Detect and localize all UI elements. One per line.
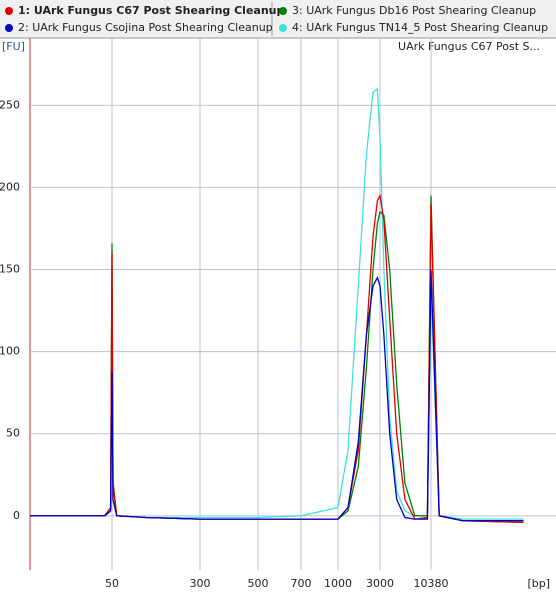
legend-marker bbox=[279, 7, 287, 15]
x-axis-label: [bp] bbox=[527, 577, 550, 590]
y-axis-label: [FU] bbox=[2, 40, 25, 53]
y-tick-label: 0 bbox=[13, 509, 20, 522]
series-line bbox=[30, 269, 524, 522]
x-tick-label: 700 bbox=[291, 577, 312, 590]
legend-marker bbox=[279, 24, 287, 32]
legend-background bbox=[0, 0, 556, 38]
chart-title: UArk Fungus C67 Post S... bbox=[398, 40, 540, 53]
legend-entry: 4: UArk Fungus TN14_5 Post Shearing Clea… bbox=[292, 21, 548, 34]
legend-entry: 2: UArk Fungus Csojina Post Shearing Cle… bbox=[18, 21, 273, 34]
series-line bbox=[30, 195, 524, 524]
legend-entry: 3: UArk Fungus Db16 Post Shearing Cleanu… bbox=[292, 4, 536, 17]
x-tick-label: 500 bbox=[248, 577, 269, 590]
x-tick-label: 300 bbox=[190, 577, 211, 590]
x-tick-label: 3000 bbox=[366, 577, 394, 590]
y-tick-label: 250 bbox=[0, 98, 20, 111]
y-tick-label: 150 bbox=[0, 263, 20, 276]
legend-entry: 1: UArk Fungus C67 Post Shearing Cleanup bbox=[18, 4, 284, 17]
x-tick-label: 50 bbox=[105, 577, 119, 590]
y-tick-label: 100 bbox=[0, 345, 20, 358]
x-tick-label: 1000 bbox=[324, 577, 352, 590]
legend-marker bbox=[5, 24, 13, 32]
y-tick-label: 50 bbox=[6, 427, 20, 440]
title-box bbox=[406, 39, 554, 55]
y-tick-label: 200 bbox=[0, 180, 20, 193]
series-line bbox=[30, 87, 524, 520]
x-tick-label: 10380 bbox=[414, 577, 449, 590]
legend-marker bbox=[5, 7, 13, 15]
series-line bbox=[30, 193, 524, 524]
